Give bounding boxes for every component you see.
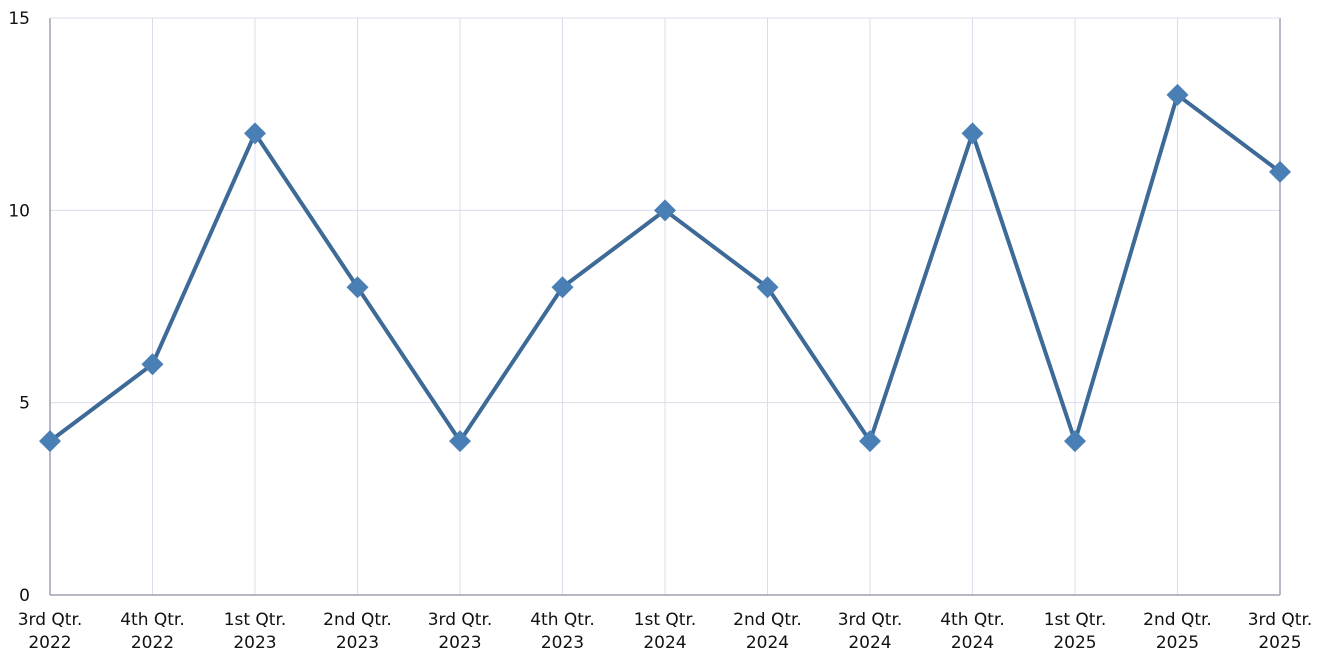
x-tick-line: 1st Qtr. <box>224 610 287 630</box>
x-tick-line: 2023 <box>541 633 584 653</box>
x-tick-line: 2022 <box>131 633 174 653</box>
x-tick-line: 3rd Qtr. <box>1248 610 1313 630</box>
marker <box>1166 83 1189 106</box>
x-tick-line: 2nd Qtr. <box>323 610 392 630</box>
marker <box>1064 430 1086 453</box>
x-tick-line: 2nd Qtr. <box>1143 610 1212 630</box>
x-tick-line: 2025 <box>1156 633 1199 653</box>
x-tick-line: 2025 <box>1258 633 1301 653</box>
x-tick-label: 3rd Qtr. 2025 <box>1248 610 1313 653</box>
x-tick-line: 2024 <box>951 633 994 653</box>
y-tick-label: 0 <box>19 586 30 606</box>
x-tick-line: 2025 <box>1053 633 1096 653</box>
x-tick-line: 2024 <box>643 633 686 653</box>
x-tick-label: 2nd Qtr. 2023 <box>323 610 392 653</box>
x-tick-line: 1st Qtr. <box>1044 610 1107 630</box>
x-tick-line: 2023 <box>336 633 379 653</box>
marker <box>654 199 676 222</box>
x-tick-label: 4th Qtr. 2024 <box>940 610 1005 653</box>
x-tick-line: 3rd Qtr. <box>18 610 83 630</box>
marker <box>1269 160 1291 183</box>
marker <box>244 122 266 145</box>
x-tick-label: 1st Qtr. 2023 <box>224 610 287 653</box>
marker <box>346 276 369 299</box>
x-tick-label: 1st Qtr. 2025 <box>1044 610 1107 653</box>
x-tick-line: 2024 <box>746 633 789 653</box>
x-tick-label: 4th Qtr. 2022 <box>120 610 185 653</box>
x-tick-label: 3rd Qtr. 2024 <box>838 610 903 653</box>
x-tick-line: 4th Qtr. <box>530 610 595 630</box>
x-tick-label: 4th Qtr. 2023 <box>530 610 595 653</box>
marker <box>449 430 471 453</box>
y-tick-label: 10 <box>8 201 30 221</box>
x-tick-line: 4th Qtr. <box>940 610 1005 630</box>
x-tick-label: 2nd Qtr. 2024 <box>733 610 802 653</box>
marker <box>551 276 574 299</box>
x-tick-label: 2nd Qtr. 2025 <box>1143 610 1212 653</box>
x-tick-line: 4th Qtr. <box>120 610 185 630</box>
x-tick-line: 2023 <box>233 633 276 653</box>
x-tick-line: 3rd Qtr. <box>838 610 903 630</box>
x-tick-line: 2023 <box>438 633 481 653</box>
x-tick-line: 2nd Qtr. <box>733 610 802 630</box>
y-tick-label: 5 <box>19 394 30 414</box>
marker <box>756 276 779 299</box>
x-tick-line: 2022 <box>28 633 71 653</box>
x-tick-label: 3rd Qtr. 2022 <box>18 610 83 653</box>
marker <box>859 430 881 453</box>
marker <box>39 430 61 453</box>
x-tick-line: 1st Qtr. <box>634 610 697 630</box>
marker <box>141 353 164 376</box>
x-tick-label: 3rd Qtr. 2023 <box>428 610 493 653</box>
marker <box>961 122 984 145</box>
x-tick-line: 3rd Qtr. <box>428 610 493 630</box>
x-tick-line: 2024 <box>848 633 891 653</box>
y-tick-label: 15 <box>8 9 30 29</box>
x-tick-label: 1st Qtr. 2024 <box>634 610 697 653</box>
